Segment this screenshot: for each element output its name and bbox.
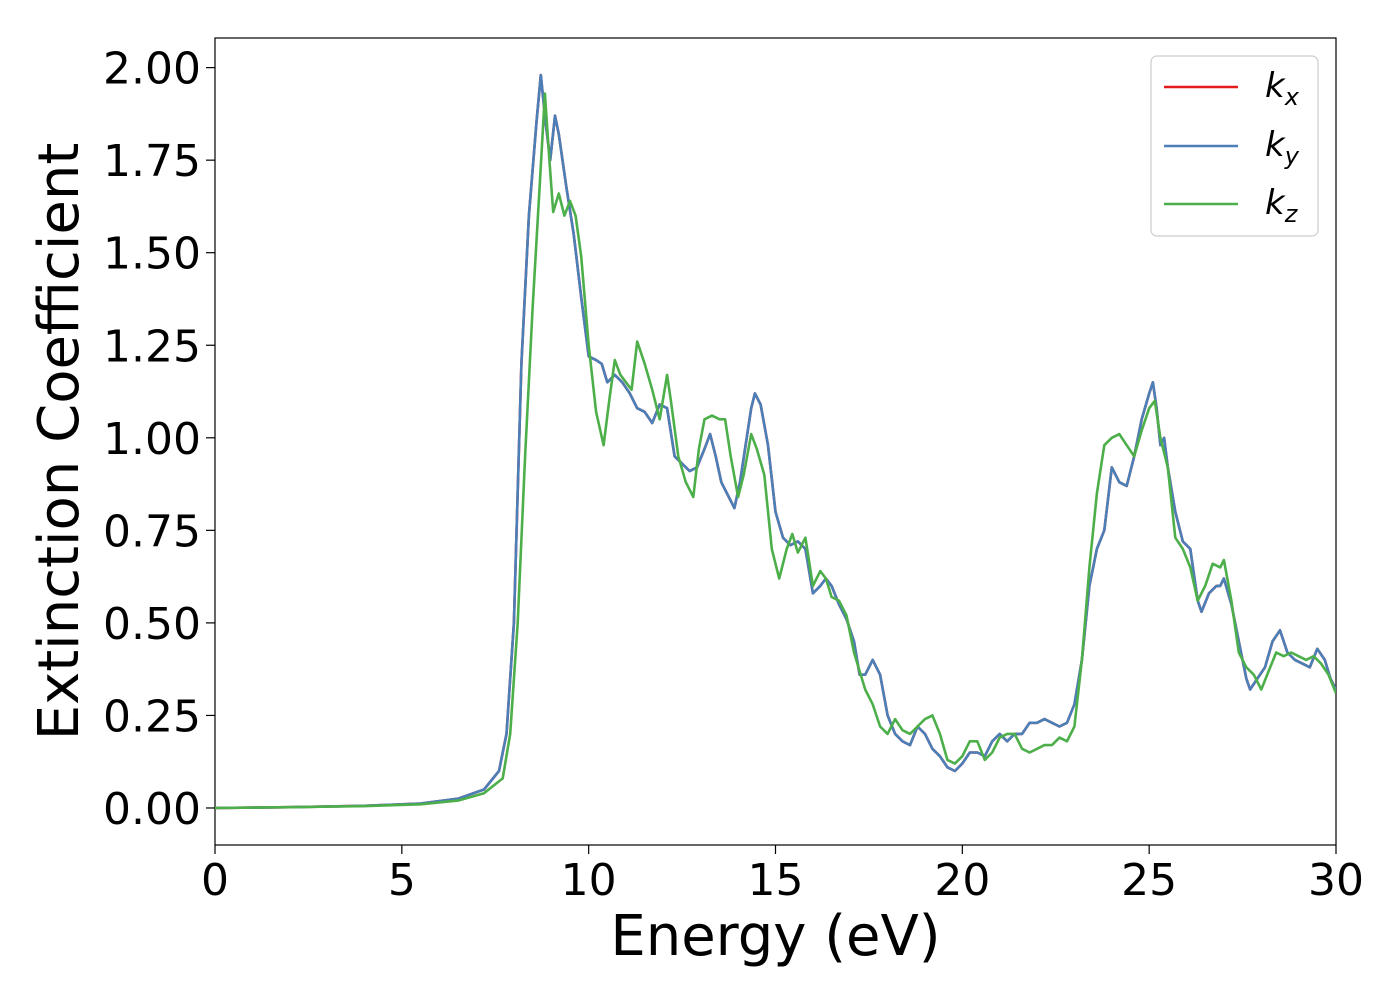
y-axis-label: Extinction Coefficient [27,143,92,741]
y-axis-ticks: 0.00 0.25 0.50 0.75 1.00 1.25 1.50 1.75 2.00 [103,44,215,835]
legend: kx ky kz [1150,55,1319,237]
legend-label: kz [1265,183,1299,228]
y-tick-label: 1.25 [103,321,201,372]
legend-label: kx [1265,66,1300,111]
y-tick-label: 1.75 [103,136,201,187]
series-line-kz [215,92,1336,810]
x-tick-label: 0 [201,855,229,906]
series-layer [215,73,1336,810]
y-tick-label: 2.00 [103,44,201,95]
y-tick-label: 1.50 [103,229,201,280]
x-tick-label: 5 [388,855,416,906]
y-tick-label: 1.00 [103,414,201,465]
y-tick-label: 0.75 [103,506,201,557]
y-tick-label: 0.50 [103,599,201,650]
x-tick-label: 10 [561,855,617,906]
x-axis-label: Energy (eV) [610,904,940,969]
x-axis-ticks: 0 5 10 15 20 25 30 [201,845,1364,906]
x-tick-label: 30 [1308,855,1364,906]
x-tick-label: 20 [934,855,990,906]
legend-label: ky [1265,125,1300,170]
y-tick-label: 0.25 [103,691,201,742]
x-tick-label: 25 [1121,855,1177,906]
x-tick-label: 15 [748,855,804,906]
y-tick-label: 0.00 [103,784,201,835]
